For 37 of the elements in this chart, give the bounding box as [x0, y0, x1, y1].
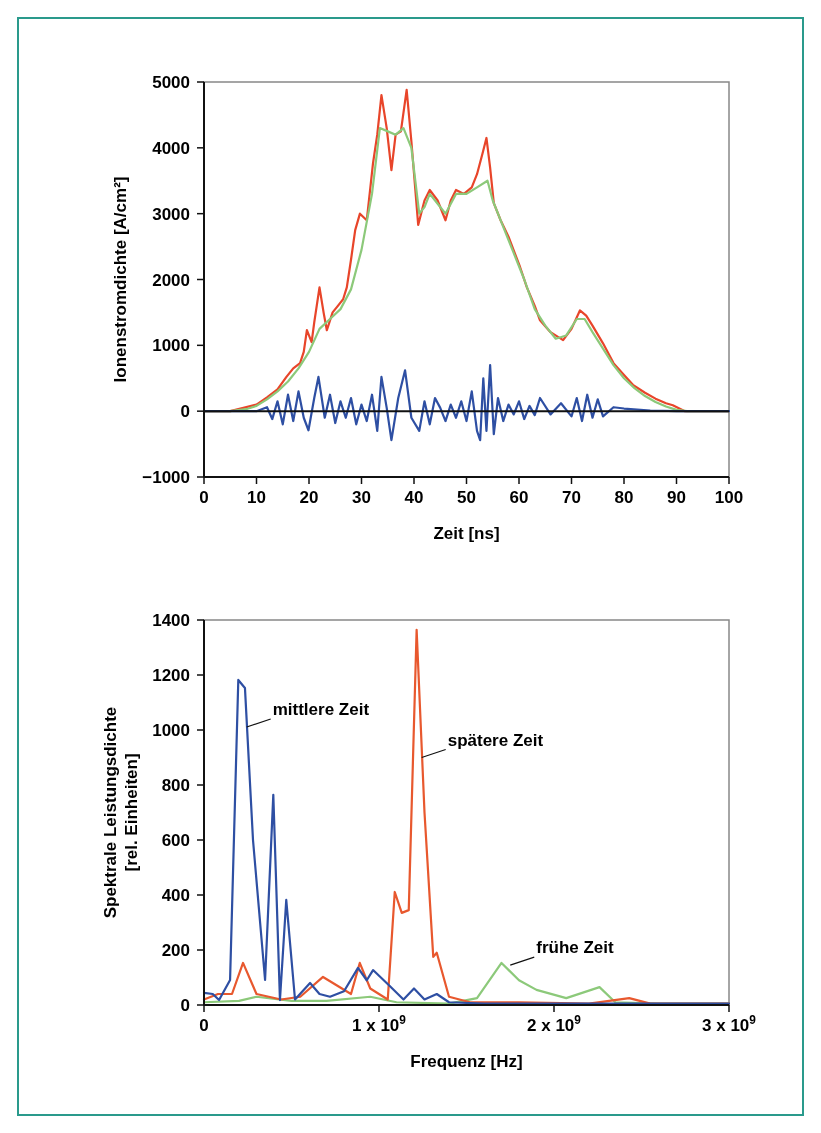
x-tick-label: 60	[509, 488, 529, 507]
x-tick-label: 70	[562, 488, 581, 507]
annotation: mittlere Zeit	[272, 699, 370, 719]
y-tick-label: 400	[161, 886, 190, 905]
x-tick-label: 3 x 10$^{9}$	[702, 1013, 757, 1035]
x-tick-label: 80	[614, 488, 634, 507]
y-tick-label: 4000	[152, 138, 190, 158]
x-tick-label: 2 x 10$^{9}$	[527, 1013, 582, 1035]
y-tick-label: 0	[180, 996, 190, 1015]
x-tick-label: 30	[352, 488, 371, 507]
y-tick-label: 5000	[152, 73, 190, 92]
x-tick-label: 0	[199, 488, 209, 507]
y-tick-label: 1000	[152, 336, 190, 356]
y-tick-label: 200	[161, 941, 190, 960]
x-axis-title: Frequenz [Hz]	[410, 1052, 523, 1071]
y-axis-title: Ionenstromdichte [A/cm²]	[111, 176, 130, 383]
x-axis-title: Zeit [ns]	[433, 524, 500, 543]
x-tick-label: 100	[714, 488, 744, 507]
y-tick-label: −1000	[142, 468, 190, 487]
y-tick-label: 1400	[152, 611, 190, 630]
y-tick-label: 600	[161, 831, 190, 850]
annotation: spätere Zeit	[447, 730, 544, 750]
y-tick-label: 1000	[152, 721, 190, 740]
y-tick-label: 0	[180, 402, 190, 422]
y-axis-title: Spektrale Leistungsdichte [rel. Einheiten]	[101, 706, 141, 919]
y-tick-label: 1200	[152, 666, 190, 685]
y-tick-label: 3000	[152, 204, 190, 224]
x-tick-label: 90	[667, 488, 686, 507]
x-tick-label: 1 x 10$^{9}$	[352, 1013, 407, 1035]
x-tick-label: 0	[199, 1016, 209, 1035]
x-tick-label: 50	[457, 488, 476, 507]
x-tick-label: 10	[247, 488, 266, 507]
annotation: frühe Zeit	[536, 938, 615, 958]
y-tick-label: 800	[161, 776, 190, 795]
y-tick-label: 2000	[152, 270, 190, 290]
x-tick-label: 40	[404, 488, 424, 507]
x-tick-label: 20	[299, 488, 319, 507]
